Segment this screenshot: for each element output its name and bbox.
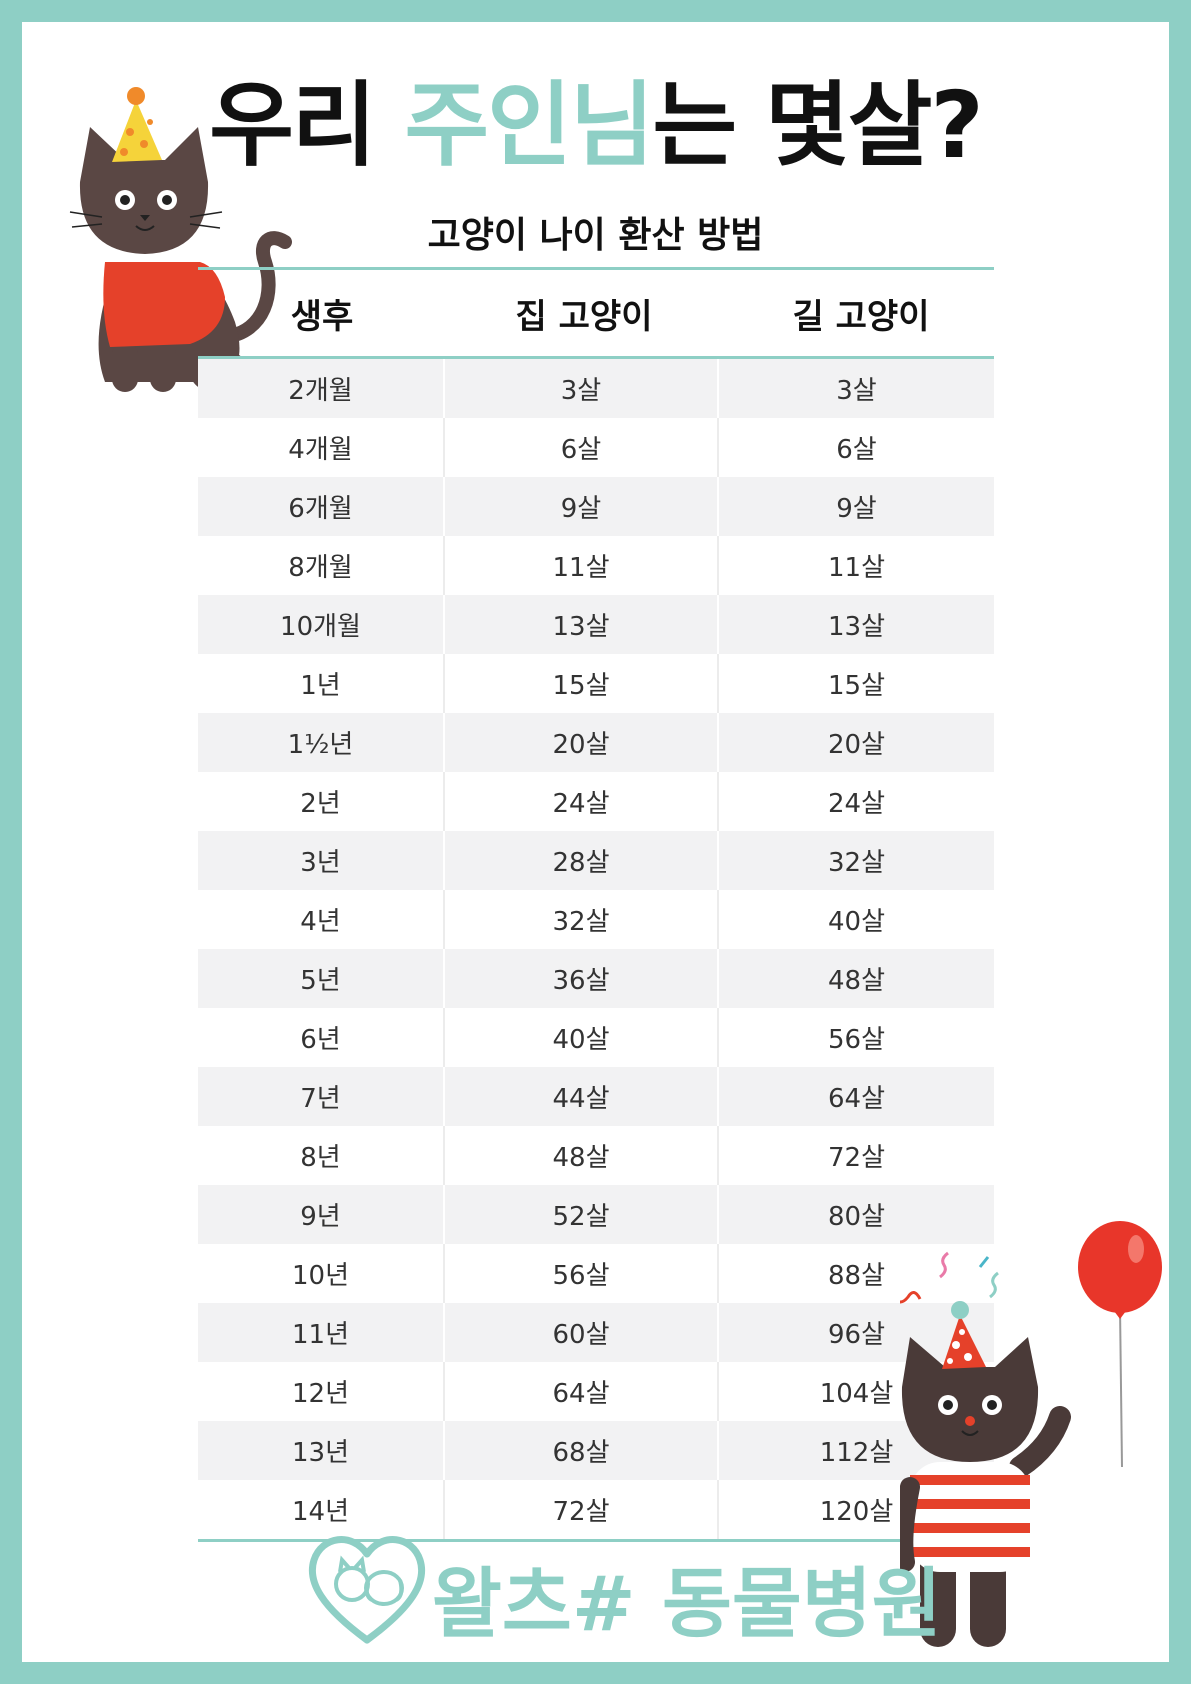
cell-age: 7년 — [198, 1067, 444, 1126]
cell-street-cat: 32살 — [717, 831, 994, 890]
table-row: 13년 68살 112살 — [198, 1421, 994, 1480]
cell-house-cat: 72살 — [443, 1480, 718, 1539]
cell-house-cat: 6살 — [443, 418, 718, 477]
cell-age: 9년 — [198, 1185, 444, 1244]
cell-age: 2개월 — [198, 359, 444, 418]
header-street-cat: 길 고양이 — [792, 296, 930, 337]
table-row: 10개월 13살 13살 — [198, 595, 994, 654]
cell-age: 8개월 — [198, 536, 444, 595]
hospital-name: 왈츠# 동물병원 — [432, 1559, 942, 1648]
cell-street-cat: 24살 — [717, 772, 994, 831]
cell-street-cat: 96살 — [717, 1303, 994, 1362]
cell-age: 4개월 — [198, 418, 444, 477]
header-age: 생후 — [290, 296, 354, 337]
cell-age: 4년 — [198, 890, 444, 949]
cell-age: 3년 — [198, 831, 444, 890]
title-part1: 우리 — [209, 72, 405, 179]
cell-street-cat: 40살 — [717, 890, 994, 949]
table-row: 3년 28살 32살 — [198, 831, 994, 890]
cell-street-cat: 80살 — [717, 1185, 994, 1244]
page-subtitle: 고양이 나이 환산 방법 — [427, 215, 764, 256]
hospital-logo: 왈츠# 동물병원 — [302, 1522, 942, 1662]
table-row: 1년 15살 15살 — [198, 654, 994, 713]
header-house-cat: 집 고양이 — [515, 296, 653, 337]
cell-house-cat: 36살 — [443, 949, 718, 1008]
cell-house-cat: 56살 — [443, 1244, 718, 1303]
cell-house-cat: 9살 — [443, 477, 718, 536]
table-top-rule — [198, 267, 994, 270]
table-row: 8년 48살 72살 — [198, 1126, 994, 1185]
cell-street-cat: 64살 — [717, 1067, 994, 1126]
table-row: 6년 40살 56살 — [198, 1008, 994, 1067]
table-row: 8개월 11살 11살 — [198, 536, 994, 595]
table-header-rule — [198, 356, 994, 359]
cell-age: 2년 — [198, 772, 444, 831]
cell-house-cat: 3살 — [443, 359, 718, 418]
table-bottom-rule — [198, 1539, 994, 1542]
cell-street-cat: 15살 — [717, 654, 994, 713]
cell-street-cat: 11살 — [717, 536, 994, 595]
cell-age: 11년 — [198, 1303, 444, 1362]
table-row: 10년 56살 88살 — [198, 1244, 994, 1303]
cell-house-cat: 48살 — [443, 1126, 718, 1185]
cell-street-cat: 13살 — [717, 595, 994, 654]
cell-street-cat: 3살 — [717, 359, 994, 418]
cell-street-cat: 20살 — [717, 713, 994, 772]
cell-age: 10년 — [198, 1244, 444, 1303]
table-row: 4년 32살 40살 — [198, 890, 994, 949]
cell-age: 14년 — [198, 1480, 444, 1539]
poster: 우리 주인님는 몇살? 고양이 나이 환산 방법 — [22, 22, 1169, 1662]
cell-house-cat: 20살 — [443, 713, 718, 772]
cell-house-cat: 64살 — [443, 1362, 718, 1421]
cell-house-cat: 24살 — [443, 772, 718, 831]
cell-house-cat: 32살 — [443, 890, 718, 949]
cat-party-hat-illustration — [69, 87, 292, 394]
heart-dog-cat-icon — [308, 1536, 426, 1644]
cell-age: 10개월 — [198, 595, 444, 654]
cell-street-cat: 48살 — [717, 949, 994, 1008]
table-row: 7년 44살 64살 — [198, 1067, 994, 1126]
table-row: 1½년 20살 20살 — [198, 713, 994, 772]
age-table: 생후 집 고양이 길 고양이 2개월 3살 3살 4개월 6살 6살 6개월 9살 9살 8개월 1… — [198, 267, 994, 1542]
cell-house-cat: 11살 — [443, 536, 718, 595]
cell-house-cat: 44살 — [443, 1067, 718, 1126]
cell-age: 5년 — [198, 949, 444, 1008]
cell-house-cat: 52살 — [443, 1185, 718, 1244]
cell-age: 12년 — [198, 1362, 444, 1421]
table-row: 6개월 9살 9살 — [198, 477, 994, 536]
cell-house-cat: 15살 — [443, 654, 718, 713]
table-row: 12년 64살 104살 — [198, 1362, 994, 1421]
title-highlight: 주인님 — [404, 72, 655, 179]
table-body: 2개월 3살 3살 4개월 6살 6살 6개월 9살 9살 8개월 11살 11살 10개월 13살 13살… — [198, 359, 994, 1539]
cell-age: 8년 — [198, 1126, 444, 1185]
cat-balloon-illustration — [900, 1221, 1162, 1647]
page-title: 우리 주인님는 몇살? — [22, 80, 1169, 172]
table-row: 14년 72살 120살 — [198, 1480, 994, 1539]
cell-street-cat: 6살 — [717, 418, 994, 477]
cell-house-cat: 13살 — [443, 595, 718, 654]
cell-age: 13년 — [198, 1421, 444, 1480]
cell-street-cat: 72살 — [717, 1126, 994, 1185]
cell-house-cat: 40살 — [443, 1008, 718, 1067]
cell-age: 6개월 — [198, 477, 444, 536]
cell-house-cat: 28살 — [443, 831, 718, 890]
table-row: 2년 24살 24살 — [198, 772, 994, 831]
title-part2: 는 몇살? — [652, 72, 983, 179]
cell-house-cat: 68살 — [443, 1421, 718, 1480]
cell-street-cat: 9살 — [717, 477, 994, 536]
table-row: 11년 60살 96살 — [198, 1303, 994, 1362]
cell-street-cat: 56살 — [717, 1008, 994, 1067]
table-row: 5년 36살 48살 — [198, 949, 994, 1008]
table-row: 4개월 6살 6살 — [198, 418, 994, 477]
cell-age: 1½년 — [198, 713, 444, 772]
table-row: 9년 52살 80살 — [198, 1185, 994, 1244]
cell-age: 6년 — [198, 1008, 444, 1067]
cell-house-cat: 60살 — [443, 1303, 718, 1362]
table-row: 2개월 3살 3살 — [198, 359, 994, 418]
cell-age: 1년 — [198, 654, 444, 713]
